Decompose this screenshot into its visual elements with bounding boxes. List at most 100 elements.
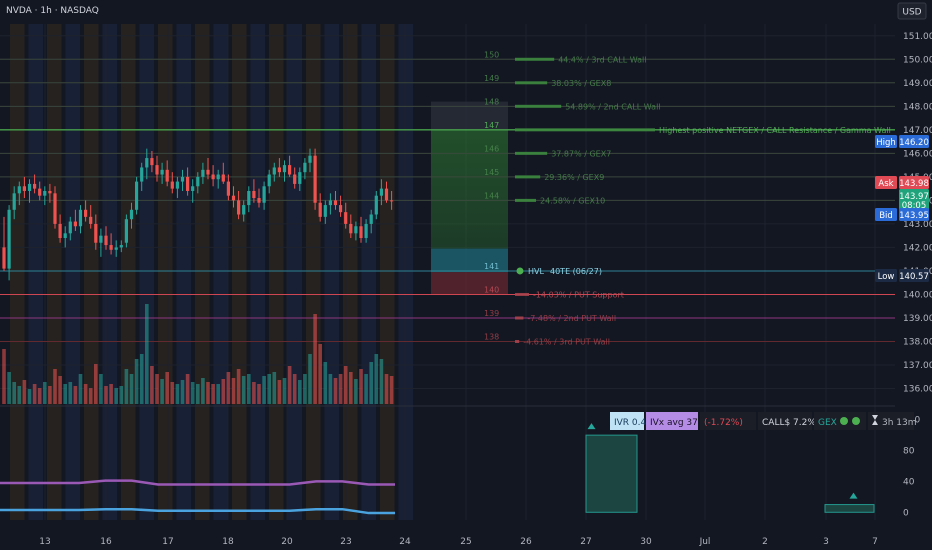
volume-bar	[241, 376, 246, 404]
session-band	[250, 24, 265, 520]
volume-bar	[99, 374, 103, 404]
currency-label: USD	[902, 8, 921, 18]
indicator-pill	[758, 412, 812, 430]
volume-bar	[22, 380, 27, 404]
gex-status-dot	[852, 417, 860, 425]
candles[interactable]	[2, 148, 394, 281]
candle-body	[308, 155, 312, 163]
session-band	[232, 24, 247, 520]
gex-annotation: 29.36% / GEX9	[544, 173, 604, 182]
volume-bar	[73, 386, 78, 404]
gex-annotation: Highest positive NETGEX / CALL Resistanc…	[659, 126, 891, 135]
candle-body	[288, 165, 292, 175]
time-tick-label: 13	[39, 537, 50, 547]
candle-body	[191, 186, 195, 191]
candle-body	[73, 221, 77, 227]
volume-bar	[27, 389, 32, 404]
candle-body	[379, 188, 383, 196]
volume-bar	[287, 366, 292, 404]
candle-body	[78, 209, 83, 227]
candle-body	[22, 186, 26, 191]
volume-bar	[43, 382, 47, 404]
indicator-box	[585, 434, 638, 513]
volume-bar	[7, 372, 11, 404]
volume-bar	[109, 384, 113, 404]
volume-bar	[211, 384, 215, 404]
volume-bar	[333, 378, 338, 404]
candle-body	[354, 226, 358, 234]
volume-bar	[37, 388, 42, 404]
candle-body	[175, 181, 179, 189]
volume-bar	[236, 369, 241, 404]
session-band	[380, 24, 395, 520]
price-tick-label: 136.00	[903, 385, 932, 395]
candle-body	[262, 186, 266, 203]
volume-bar	[303, 374, 307, 404]
gex-status-dot	[840, 417, 848, 425]
candle-body	[48, 190, 52, 194]
time-axis[interactable]: 13 16 17 18 20 23 24 25 26 27 30 Jul 2 3 7	[39, 537, 878, 547]
volume-bar	[139, 354, 144, 404]
price-tag-value: 146.20	[899, 138, 929, 148]
volume-bar	[231, 378, 236, 404]
candle-body	[282, 165, 287, 173]
gex-strike-label: 140	[484, 285, 499, 294]
gex-strike-label: 148	[484, 97, 499, 106]
candle-body	[364, 223, 368, 239]
volume-bar	[364, 374, 368, 404]
indicator-line	[0, 479, 395, 486]
volume-bar	[190, 382, 195, 404]
volume-bar	[94, 364, 98, 404]
candle-body	[155, 165, 159, 175]
volume-bar	[282, 378, 287, 404]
candle-body	[221, 174, 225, 182]
indicator-pill-text: (-1.72%)	[704, 418, 743, 428]
gex-bar	[515, 340, 520, 343]
candle-body	[140, 167, 144, 182]
volume-bar	[48, 386, 52, 404]
time-tick-label: 3	[823, 537, 829, 547]
volume-bar	[384, 374, 389, 404]
gex-bar	[515, 151, 548, 155]
volume-bar	[180, 380, 185, 404]
currency-button[interactable]: USD	[897, 2, 927, 20]
indicator-tick-label: 40	[903, 477, 915, 487]
lower-indicator-pane	[0, 423, 875, 515]
candle-body	[369, 214, 373, 224]
volume-bar	[119, 386, 124, 404]
volume-bar	[201, 378, 205, 404]
candle-body	[165, 169, 169, 182]
candle-body	[53, 193, 57, 224]
time-tick-label: 17	[162, 537, 173, 547]
volume-bar	[155, 374, 159, 404]
indicator-tick-label: 80	[903, 447, 915, 457]
volume-bar	[196, 384, 200, 404]
session-band	[158, 24, 173, 520]
price-tick-label: 148.00	[903, 102, 932, 112]
time-tick-label: 27	[580, 537, 591, 547]
time-tick-label: 7	[872, 537, 878, 547]
gex-strike-label: 139	[484, 309, 499, 318]
candle-body	[252, 190, 256, 199]
indicator-pill-text: IVx avg 37.4	[650, 418, 707, 428]
price-tick-label: 139.00	[903, 314, 932, 324]
session-band	[10, 24, 25, 520]
volume-bars	[2, 304, 394, 404]
volume-bar	[17, 386, 22, 404]
candle-body	[124, 219, 128, 243]
volume-bar	[338, 374, 343, 404]
candle-body	[89, 216, 93, 224]
volume-bar	[379, 359, 384, 404]
price-tag-value: 140.57	[899, 272, 929, 282]
candle-body	[201, 169, 205, 177]
indicator-pill	[700, 412, 756, 430]
candle-body	[84, 209, 88, 217]
candle-body	[267, 174, 271, 187]
volume-bar	[170, 382, 175, 404]
candle-body	[390, 200, 394, 202]
session-band	[269, 24, 284, 520]
gex-bar	[515, 316, 524, 320]
candle-body	[272, 167, 276, 175]
gex-strike-label: 145	[484, 168, 499, 177]
